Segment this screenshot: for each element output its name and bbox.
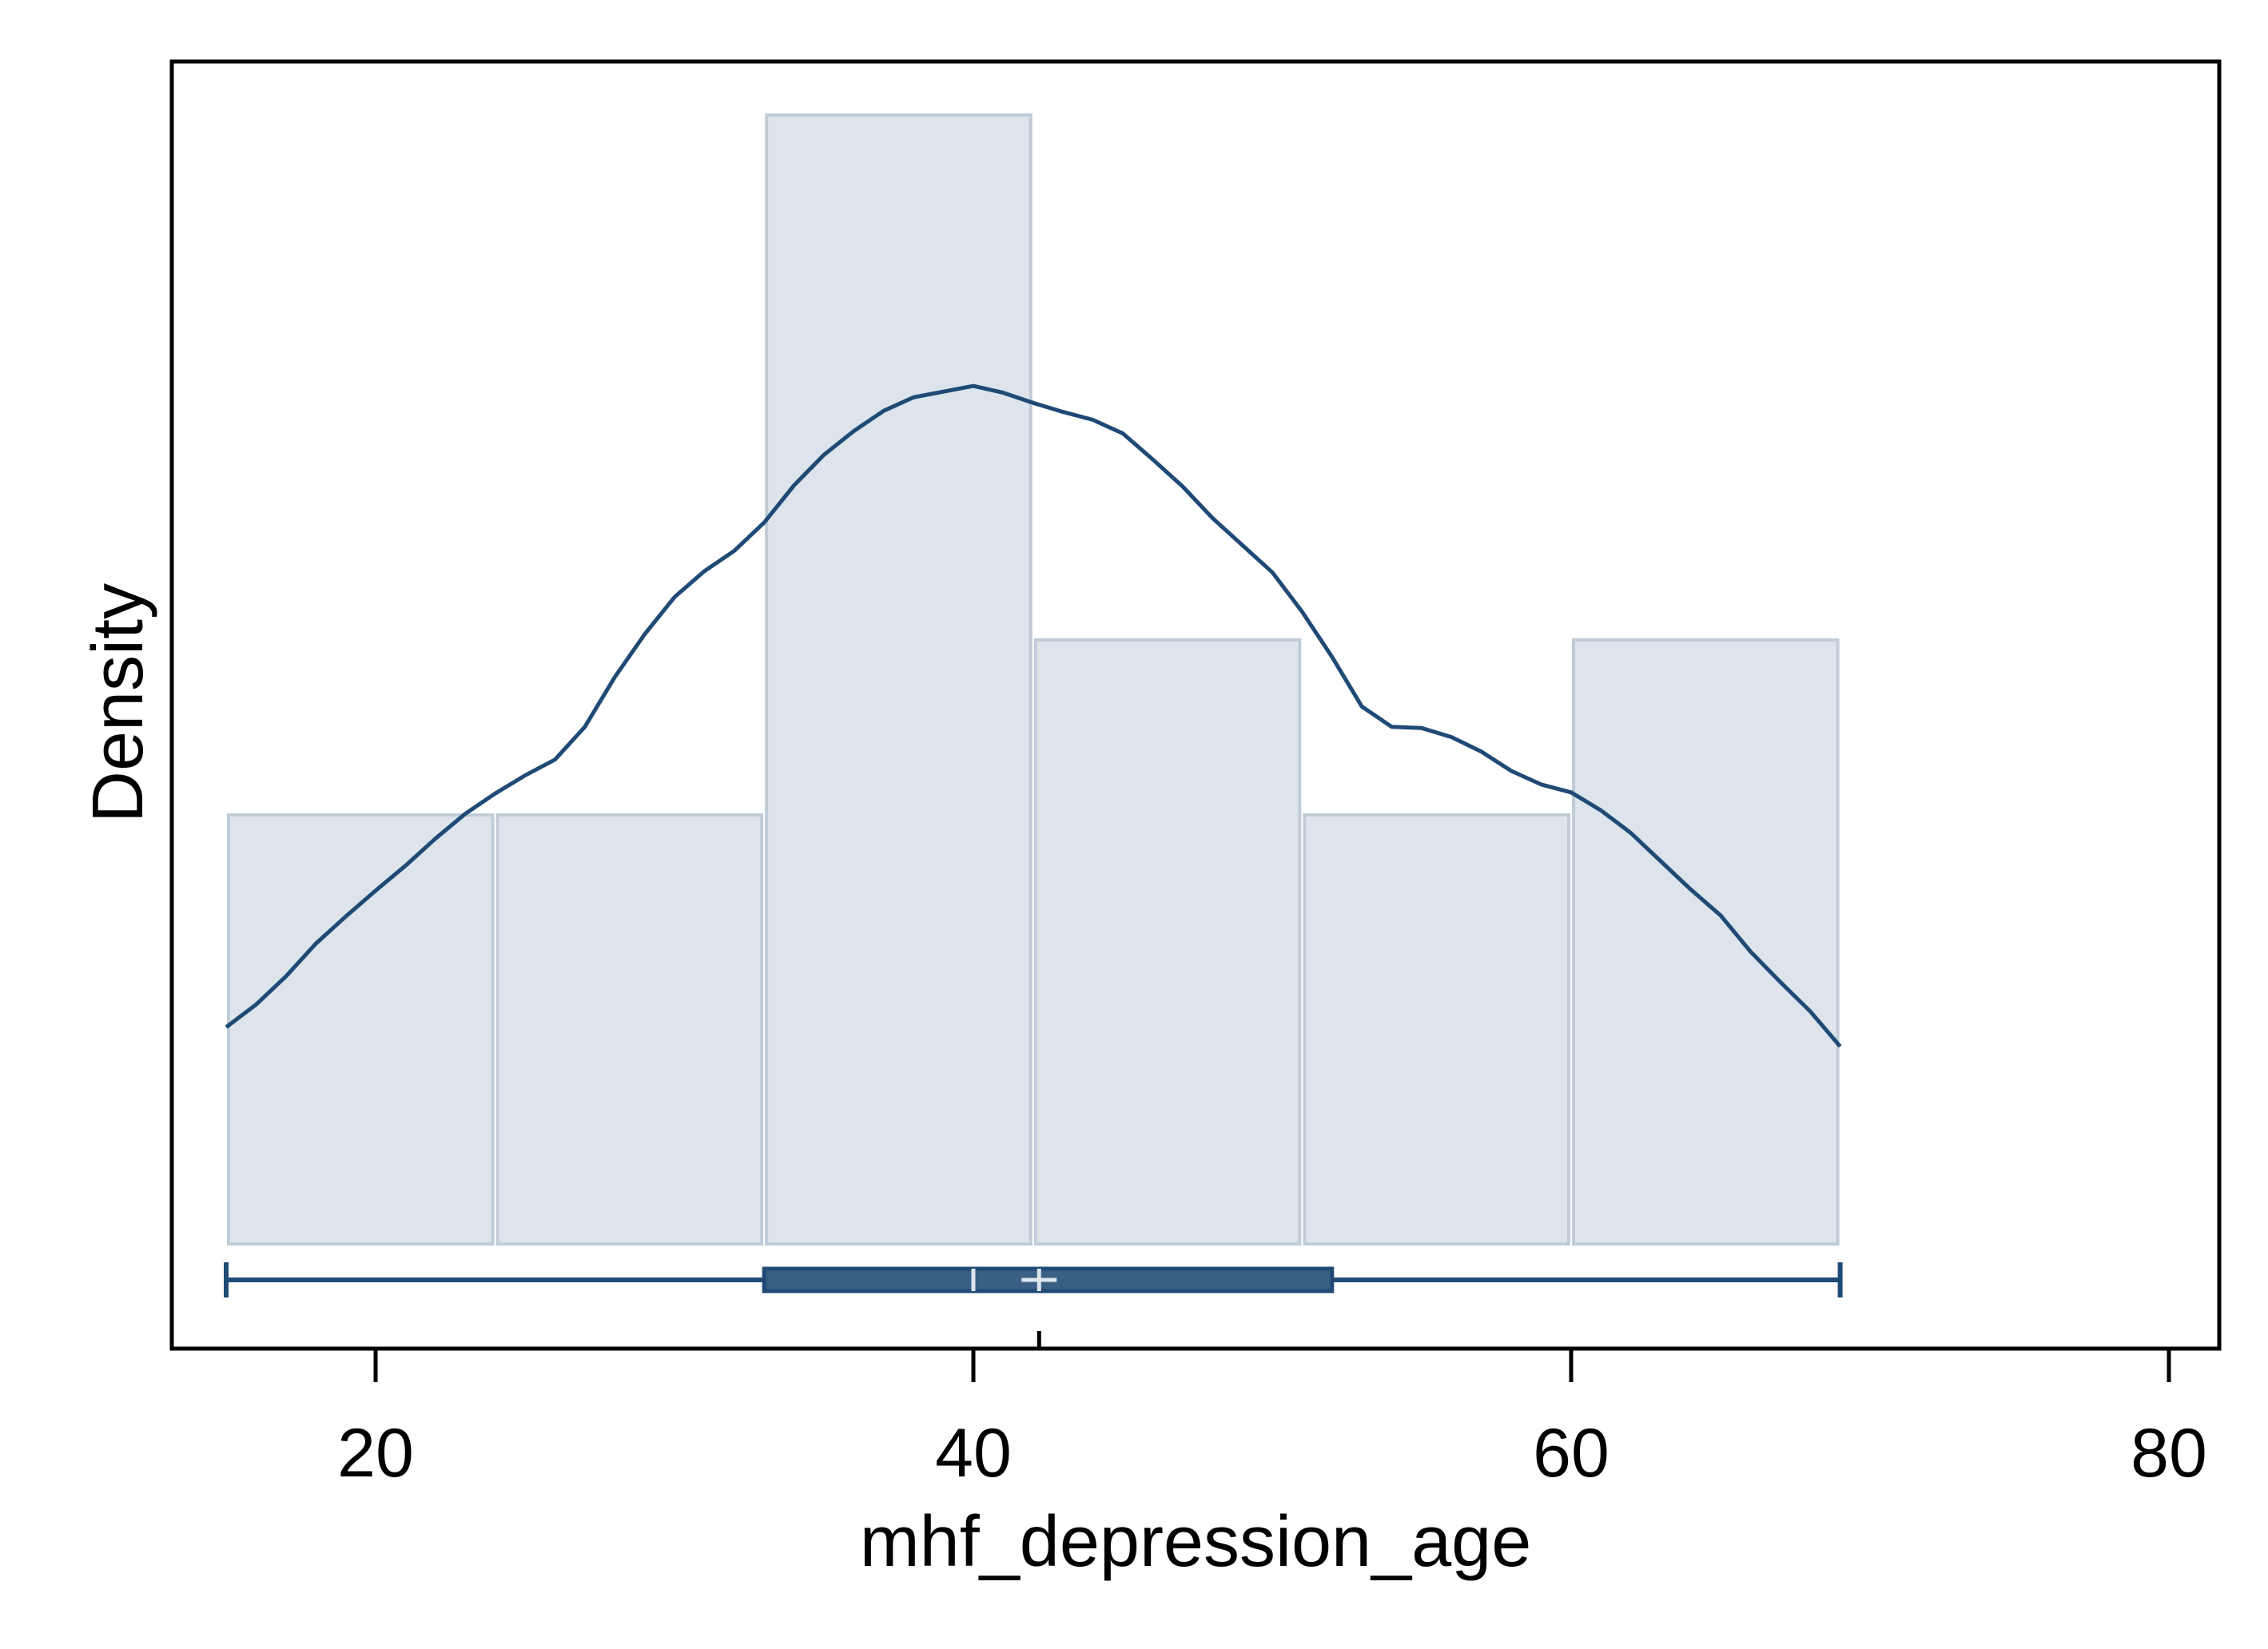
density-curve-layer <box>225 383 1842 1048</box>
x-tick-label: 20 <box>337 1415 414 1492</box>
histogram-bar <box>1572 638 1840 1246</box>
histogram-bar <box>227 813 495 1246</box>
histogram-bars <box>227 113 1840 1246</box>
x-axis-title: mhf_depression_age <box>860 1502 1532 1582</box>
histogram-bar <box>495 813 764 1246</box>
x-tick-label: 60 <box>1533 1415 1609 1492</box>
y-axis-title: Density <box>78 583 158 823</box>
x-axis: 20 40 60 80 <box>337 1349 2207 1492</box>
histogram-bar <box>1303 813 1571 1246</box>
x-tick-label: 40 <box>935 1415 1012 1492</box>
histogram-bar <box>1033 638 1302 1246</box>
box-plot <box>224 1262 1843 1349</box>
plot-frame <box>169 59 2222 1351</box>
density-curve <box>225 383 1842 1048</box>
x-tick-label: 80 <box>2131 1415 2207 1492</box>
histogram-bar <box>765 113 1033 1246</box>
